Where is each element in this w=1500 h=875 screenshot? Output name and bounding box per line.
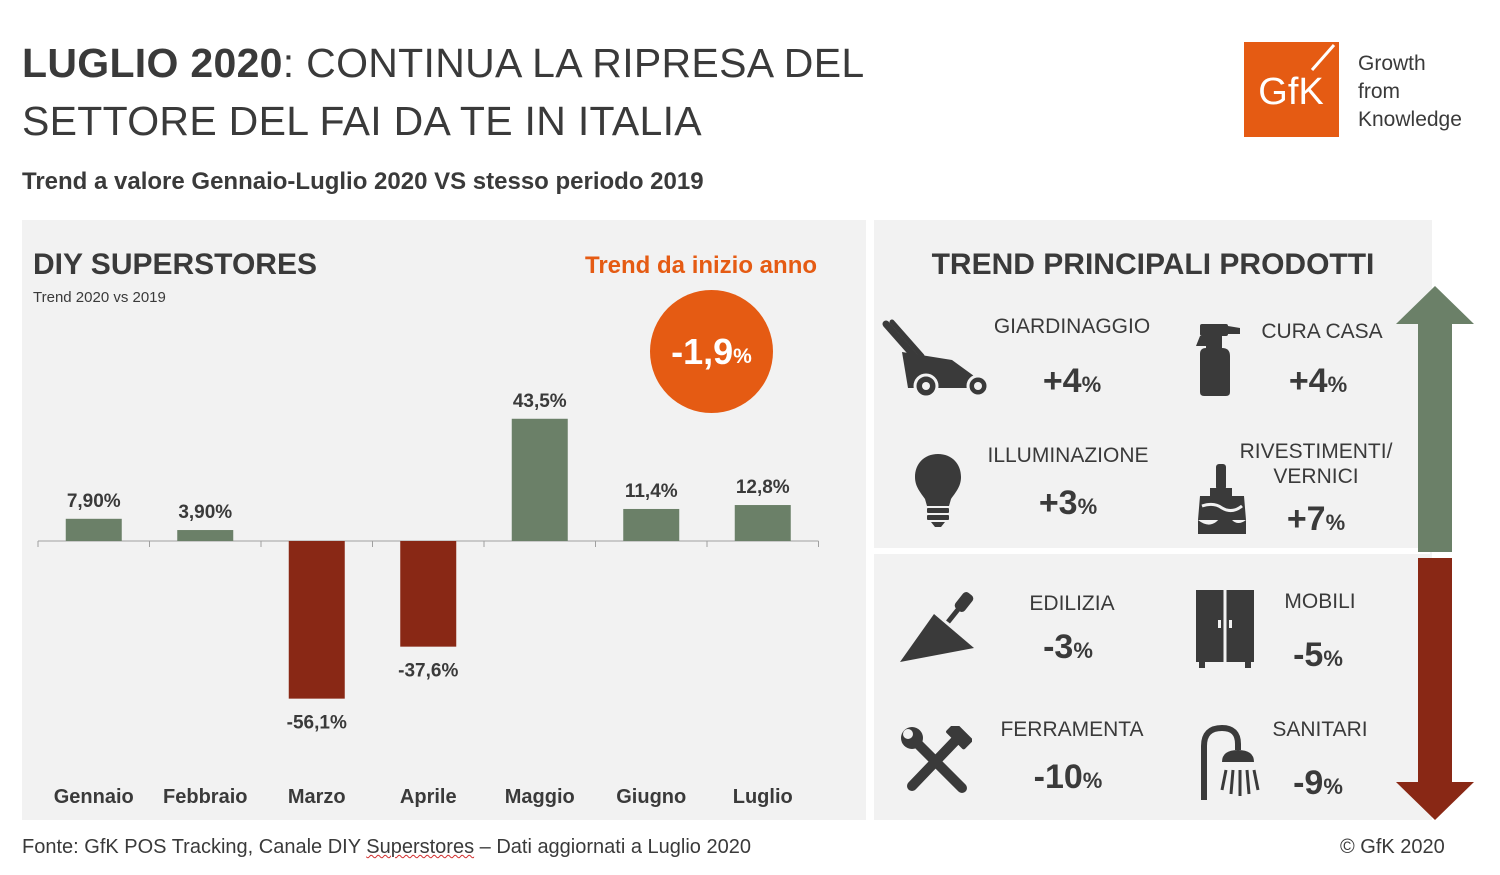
data-label-luglio: 12,8% xyxy=(736,477,790,498)
ytd-badge: -1,9% xyxy=(650,290,773,413)
x-tick-label-marzo: Marzo xyxy=(288,786,346,808)
product-value-ferramenta: -10% xyxy=(1033,758,1103,796)
paint-brush-icon xyxy=(1198,464,1246,534)
bar-aprile xyxy=(400,541,457,647)
x-tick-label-maggio: Maggio xyxy=(505,786,575,808)
arrow-down-icon xyxy=(1396,558,1474,820)
arrow-up-icon xyxy=(1396,286,1474,552)
light-bulb-icon xyxy=(915,454,961,527)
bar-febbraio xyxy=(177,530,234,541)
panel-divider xyxy=(874,548,1430,554)
gfk-tagline: Growth from Knowledge xyxy=(1358,50,1462,134)
gfk-logo: GfK xyxy=(1244,42,1339,137)
source-prefix: Fonte: GfK POS Tracking, Canale DIY xyxy=(22,836,367,858)
product-value-illuminazione: +3% xyxy=(1038,484,1098,522)
page-title-rest: : CONTINUA LA RIPRESA DEL xyxy=(282,40,865,86)
ytd-label: Trend da inizio anno xyxy=(585,252,818,279)
product-label-edilizia: EDILIZIA xyxy=(1029,592,1115,615)
page-title-bold: LUGLIO 2020 xyxy=(22,40,283,86)
product-label-rivestimenti-line2: VERNICI xyxy=(1273,465,1359,488)
products-heading: TREND PRINCIPALI PRODOTTI xyxy=(931,248,1375,281)
gfk-tagline-line2: from xyxy=(1358,80,1400,103)
data-label-gennaio: 7,90% xyxy=(67,491,121,512)
product-label-sanitari: SANITARI xyxy=(1272,718,1368,741)
bar-marzo xyxy=(288,541,345,699)
page-subtitle: Trend a valore Gennaio-Luglio 2020 VS st… xyxy=(22,168,704,195)
bar-maggio xyxy=(511,418,568,541)
page-title: LUGLIO 2020: CONTINUA LA RIPRESA DEL xyxy=(22,40,864,87)
data-label-marzo: -56,1% xyxy=(287,713,347,734)
lawn-mower-icon xyxy=(882,319,990,398)
product-value-sanitari: -9% xyxy=(1293,764,1343,802)
source-squiggle: Superstores xyxy=(366,836,475,858)
shower-icon xyxy=(1201,724,1260,800)
ytd-unit: % xyxy=(733,344,752,368)
x-tick-label-febbraio: Febbraio xyxy=(163,786,247,808)
bar-luglio xyxy=(734,505,791,541)
bar-gennaio xyxy=(65,518,122,541)
data-label-maggio: 43,5% xyxy=(513,391,567,412)
wrench-hammer-icon xyxy=(901,726,972,793)
product-value-edilizia: -3% xyxy=(1043,628,1093,666)
data-label-giugno: 11,4% xyxy=(625,481,678,502)
product-value-rivestimenti: +7% xyxy=(1286,500,1346,538)
source-suffix: – Dati aggiornati a Luglio 2020 xyxy=(474,836,751,858)
x-tick-label-aprile: Aprile xyxy=(400,786,457,808)
bar-giugno xyxy=(623,508,680,541)
gfk-logo-mark: GfK xyxy=(1258,44,1336,113)
page-title-line2: SETTORE DEL FAI DA TE IN ITALIA xyxy=(22,98,702,144)
product-value-giardinaggio: +4% xyxy=(1042,362,1102,400)
spray-bottle-icon xyxy=(1196,324,1240,396)
source-note: Fonte: GfK POS Tracking, Canale DIY Supe… xyxy=(22,836,751,859)
monthly-trend-chart: 7,90% Gennaio 3,90% Febbraio -56,1% Marzo -37,… xyxy=(37,391,819,808)
chart-subheading: Trend 2020 vs 2019 xyxy=(33,289,166,306)
x-tick-label-luglio: Luglio xyxy=(733,786,793,808)
copyright: © GfK 2020 xyxy=(1340,836,1445,858)
product-label-cura-casa: CURA CASA xyxy=(1261,320,1383,343)
x-tick-label-giugno: Giugno xyxy=(616,786,686,808)
gfk-tagline-line1: Growth xyxy=(1358,52,1426,75)
product-label-rivestimenti: RIVESTIMENTI/ VERNICI xyxy=(1216,439,1416,489)
trowel-icon xyxy=(900,592,974,662)
data-label-aprile: -37,6% xyxy=(398,661,458,682)
product-label-mobili: MOBILI xyxy=(1284,590,1356,613)
gfk-logo-text: GfK xyxy=(1258,71,1323,113)
product-label-rivestimenti-line1: RIVESTIMENTI/ xyxy=(1239,440,1393,463)
ytd-value: -1,9 xyxy=(671,330,734,372)
gfk-tagline-line3: Knowledge xyxy=(1358,108,1462,131)
product-value-cura-casa: +4% xyxy=(1288,362,1348,400)
product-label-illuminazione: ILLUMINAZIONE xyxy=(987,444,1149,467)
wardrobe-icon xyxy=(1196,590,1254,668)
product-value-mobili: -5% xyxy=(1293,636,1343,674)
x-tick-label-gennaio: Gennaio xyxy=(54,786,134,808)
chart-heading: DIY SUPERSTORES xyxy=(33,248,317,281)
product-label-giardinaggio: GIARDINAGGIO xyxy=(993,315,1151,338)
product-trends-panel xyxy=(874,220,1432,820)
data-label-febbraio: 3,90% xyxy=(178,502,232,523)
product-label-ferramenta: FERRAMENTA xyxy=(1000,718,1144,741)
